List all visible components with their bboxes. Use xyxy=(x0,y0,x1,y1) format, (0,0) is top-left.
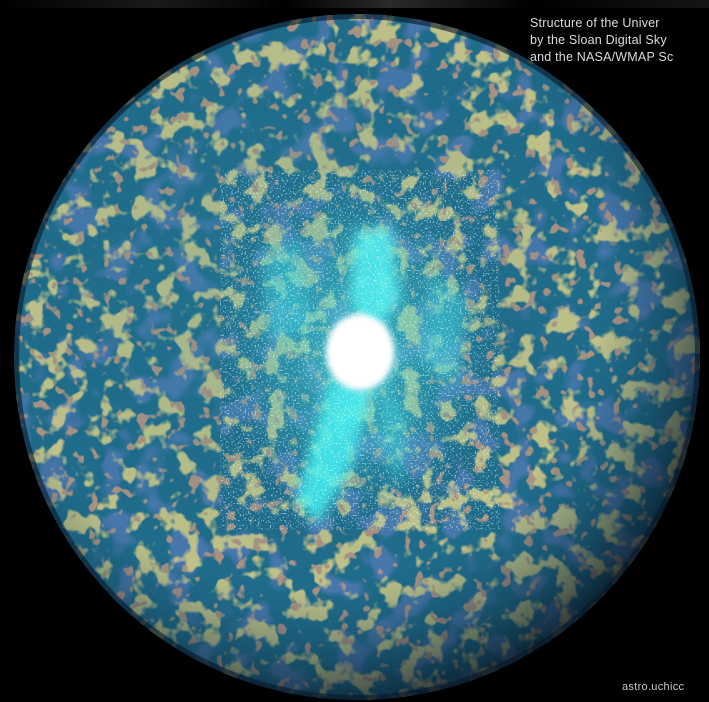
caption-line-1: Structure of the Univer xyxy=(530,16,660,30)
source-credit: astro.uchicc xyxy=(622,681,685,693)
image-caption: Structure of the Univer by the Sloan Dig… xyxy=(530,15,709,66)
caption-line-3: and the NASA/WMAP Sc xyxy=(530,50,674,64)
top-border-strip xyxy=(0,0,709,8)
caption-line-2: by the Sloan Digital Sky xyxy=(530,33,667,47)
galaxy-distribution xyxy=(220,170,500,530)
